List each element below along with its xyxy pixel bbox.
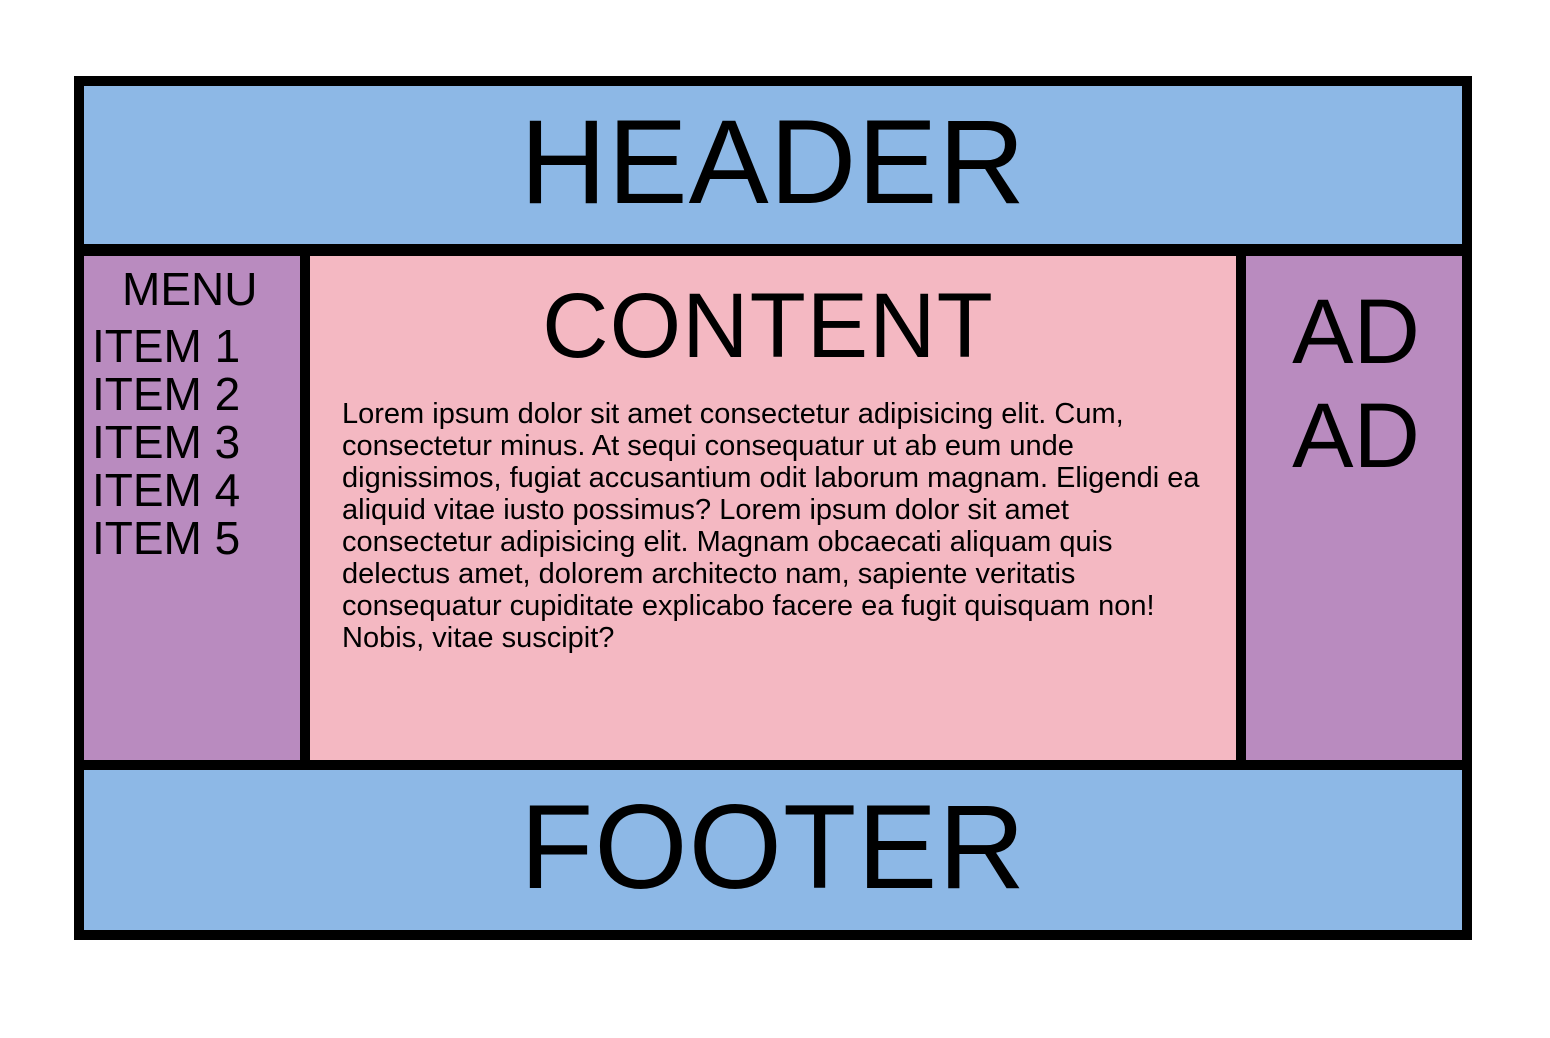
menu-item-4[interactable]: ITEM 4 — [92, 464, 241, 516]
layout-frame: HEADER MENU ITEM 1 ITEM 2 ITEM 3 ITEM 4 … — [74, 76, 1472, 940]
menu-sidebar: MENU ITEM 1 ITEM 2 ITEM 3 ITEM 4 ITEM 5 — [84, 256, 300, 760]
menu-item-1[interactable]: ITEM 1 — [92, 320, 241, 372]
content-block: CONTENT Lorem ipsum dolor sit amet conse… — [310, 256, 1236, 760]
menu-list: ITEM 1 ITEM 2 ITEM 3 ITEM 4 ITEM 5 — [92, 322, 300, 562]
footer-title: FOOTER — [520, 780, 1026, 914]
footer-block: FOOTER — [84, 770, 1462, 930]
ad-label: AD — [1292, 281, 1420, 383]
menu-item-3[interactable]: ITEM 3 — [92, 416, 241, 468]
ad-sidebar: AD AD — [1246, 256, 1462, 760]
content-title: CONTENT — [542, 275, 994, 377]
header-block: HEADER — [84, 86, 1462, 244]
ad-label: AD — [1292, 385, 1420, 487]
menu-item-5[interactable]: ITEM 5 — [92, 512, 241, 564]
header-title: HEADER — [519, 95, 1027, 229]
menu-item-2[interactable]: ITEM 2 — [92, 368, 241, 420]
menu-title: MENU — [122, 263, 258, 315]
content-text: Lorem ipsum dolor sit amet consectetur a… — [342, 398, 1200, 654]
